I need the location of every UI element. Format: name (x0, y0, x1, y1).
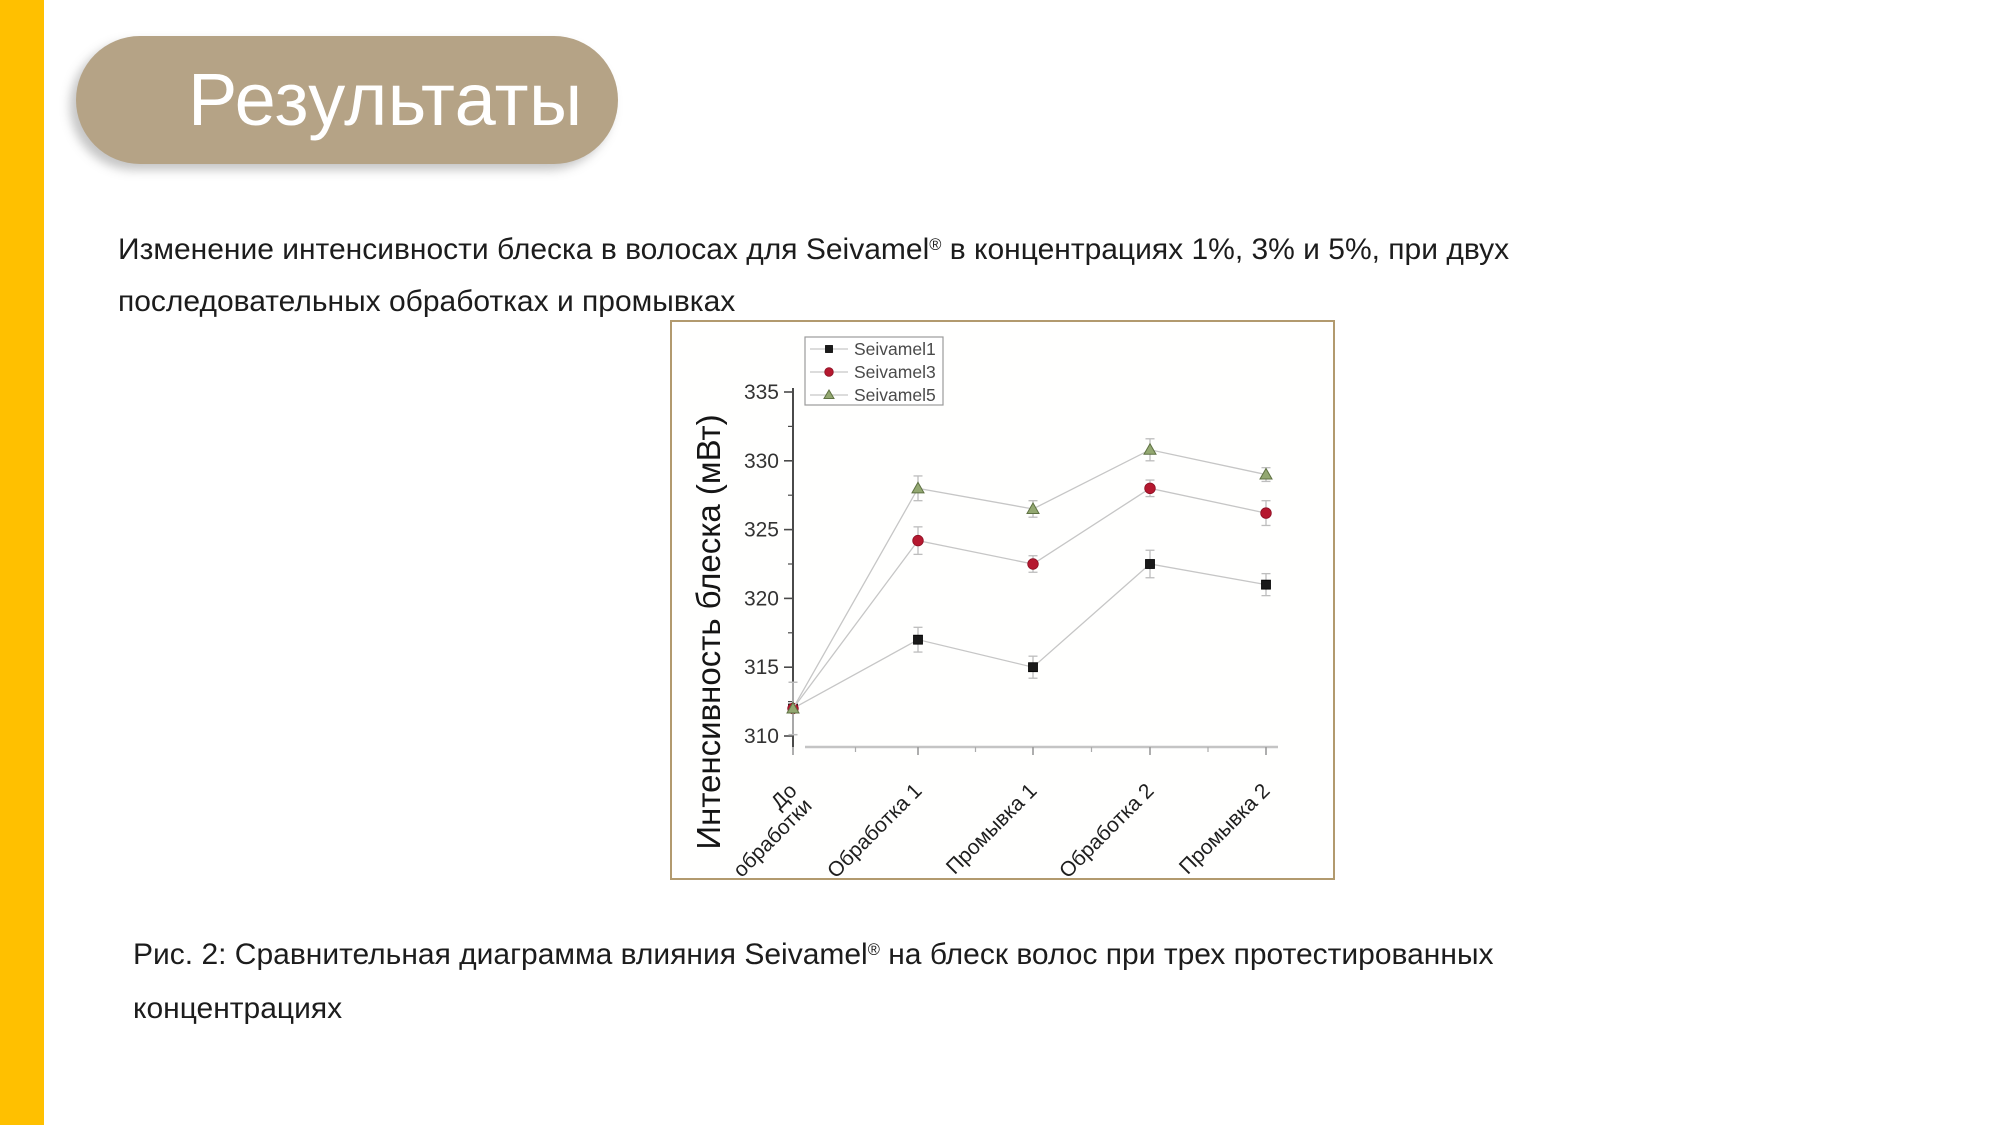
legend: Seivamel1 Seivamel3 Seivamel5 (804, 336, 944, 406)
x-category-label: обработки (729, 794, 817, 882)
x-category-label: Обработка 2 (1055, 779, 1159, 883)
figure-caption: Рис. 2: Сравнительная диаграмма влияния … (133, 938, 1494, 1025)
x-category-label: Обработка 1 (823, 779, 927, 883)
y-tick-label: 315 (744, 656, 779, 679)
data-point-marker (1027, 558, 1039, 570)
data-point-marker (1260, 507, 1272, 519)
data-point-marker (912, 534, 924, 547)
y-tick-label: 310 (744, 725, 779, 748)
y-ticks-and-labels: 310 315 320 325 330 335 (744, 381, 793, 748)
left-accent-bar (0, 0, 44, 1125)
data-point-marker (786, 701, 800, 714)
y-tick-label: 320 (744, 587, 779, 610)
slide-title-pill: Результаты (76, 36, 618, 164)
series-Seivamel1 (788, 549, 1271, 736)
y-tick-label: 325 (744, 519, 779, 542)
legend-item-Seivamel1: Seivamel1 (810, 339, 936, 359)
x-ticks (792, 747, 1267, 755)
legend-item-Seivamel5: Seivamel5 (810, 385, 936, 405)
data-point-marker (1145, 559, 1155, 569)
chart-figure: 310 315 320 325 330 335 До обработки Обработка 1… (670, 320, 1335, 883)
data-point-marker (825, 345, 833, 353)
data-point-marker (1144, 482, 1156, 495)
y-axis-title: Интенсивность блеска (мВт) (690, 414, 727, 849)
legend-label: Seivamel1 (854, 339, 936, 359)
data-point-marker (1028, 662, 1038, 673)
series-Seivamel3 (787, 479, 1272, 736)
y-tick-label: 330 (744, 450, 779, 473)
data-point-marker (1026, 501, 1040, 514)
legend-label: Seivamel3 (854, 362, 936, 382)
series-line (792, 563, 1267, 710)
body-text: Изменение интенсивности блеска в волосах… (118, 233, 1510, 318)
y-tick-label: 335 (744, 381, 779, 404)
slide-title: Результаты (188, 58, 583, 141)
data-point-marker (823, 389, 835, 399)
data-point-marker (1259, 467, 1273, 480)
data-point-marker (824, 367, 834, 377)
legend-item-Seivamel3: Seivamel3 (810, 362, 936, 382)
data-point-marker (1261, 579, 1271, 590)
legend-label: Seivamel5 (854, 385, 936, 405)
data-point-marker (911, 481, 925, 494)
x-category-label: Промывка 1 (942, 779, 1042, 879)
series-line (792, 487, 1267, 709)
series-Seivamel5 (786, 438, 1273, 736)
data-point-marker (1143, 442, 1157, 455)
data-point-marker (913, 634, 923, 645)
x-category-label: Промывка 2 (1175, 779, 1275, 879)
